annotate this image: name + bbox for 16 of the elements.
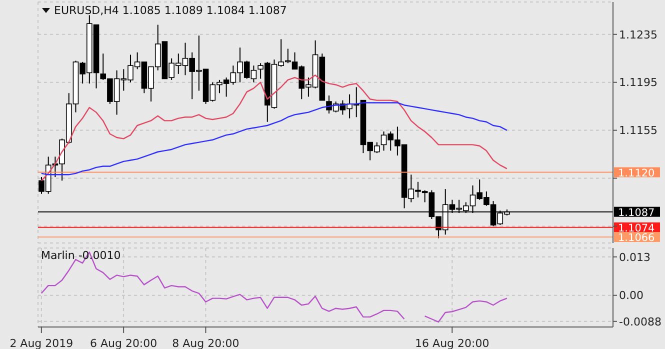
x-tick-label: 8 Aug 20:00 [172,337,240,349]
y-tick-label: -0.0088 [619,315,662,328]
ref-line-label: 1.1066 [618,232,656,244]
y-tick-label: 1.1155 [619,124,658,138]
ref-line-label: 1.1120 [618,167,655,180]
ref-line-label: 1.1087 [618,206,655,219]
ref-line-label: 1.1074 [618,222,656,234]
line-series [40,102,508,176]
y-tick-label: 1.1195 [619,76,658,90]
y-tick-label: 0.00 [619,289,644,302]
y-tick-label: 1.1235 [619,28,658,42]
y-tick-label: 0.013 [619,250,650,264]
chart-title: EURUSD,H4 1.1085 1.1089 1.1084 1.1087 [54,4,287,17]
x-tick-label: 2 Aug 2019 [10,337,74,349]
x-tick-label: 16 Aug 20:00 [415,337,490,349]
x-tick-label: 6 Aug 20:00 [90,337,158,349]
